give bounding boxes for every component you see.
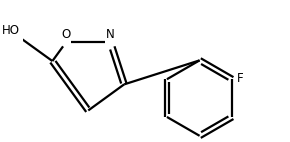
Text: N: N [106,28,115,41]
Text: O: O [61,28,71,41]
Text: HO: HO [2,24,20,37]
Text: F: F [237,72,243,85]
